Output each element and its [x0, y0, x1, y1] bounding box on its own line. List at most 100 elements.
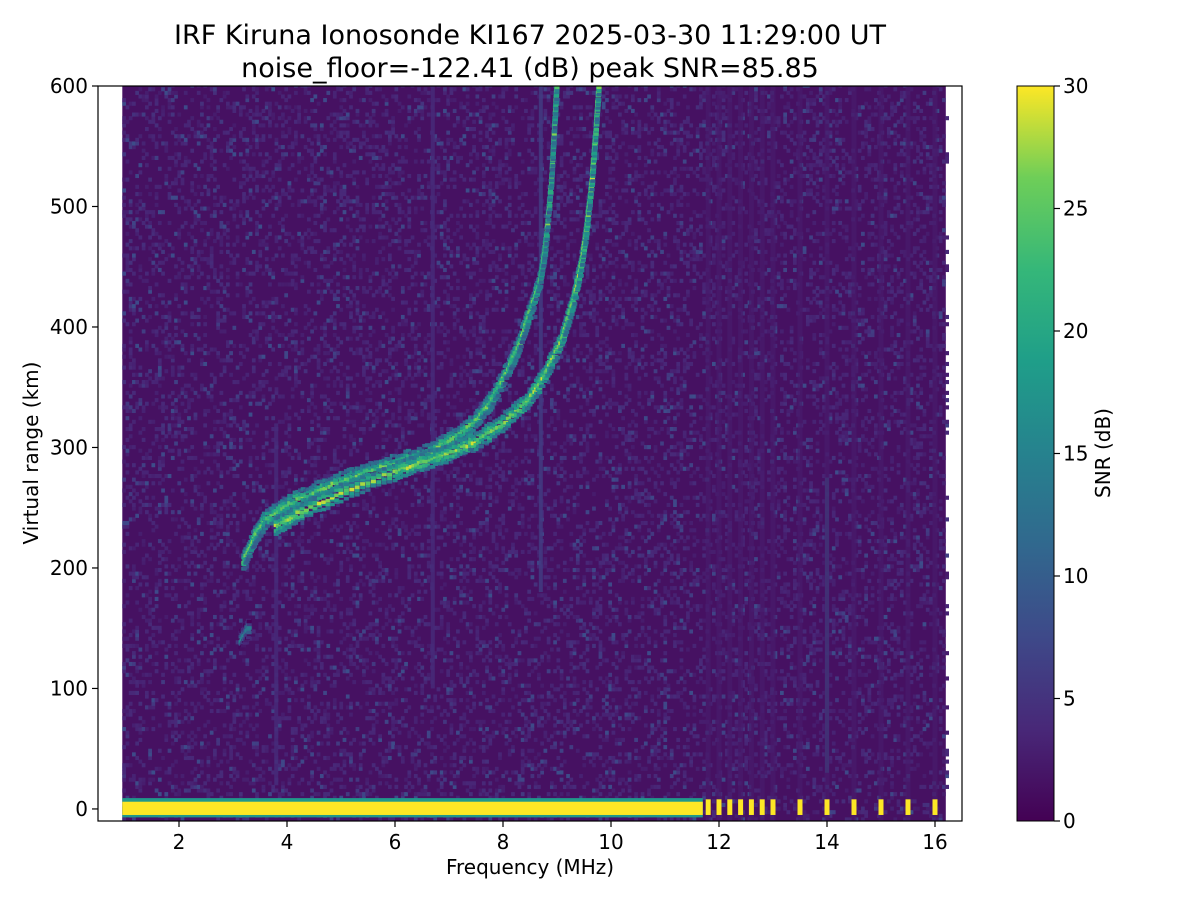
heatmap-cell	[407, 564, 412, 569]
heatmap-cell	[261, 658, 266, 663]
heatmap-cell	[251, 488, 256, 493]
heatmap-cell	[397, 401, 402, 406]
heatmap-cell	[413, 108, 418, 114]
heatmap-cell	[306, 781, 311, 786]
heatmap-cell	[177, 235, 182, 240]
heatmap-cell	[387, 636, 392, 641]
heatmap-cell	[151, 607, 156, 612]
heatmap-cell	[294, 307, 298, 312]
heatmap-cell	[426, 745, 431, 750]
heatmap-cell	[443, 763, 447, 768]
heatmap-cell	[436, 687, 441, 692]
heatmap-cell	[164, 405, 169, 410]
heatmap-cell	[264, 152, 269, 157]
heatmap-cell	[190, 745, 195, 750]
heatmap-cell	[420, 293, 425, 298]
heatmap-cell	[426, 159, 431, 164]
heatmap-cell	[362, 430, 366, 435]
heatmap-cell	[397, 166, 402, 171]
heatmap-cell	[297, 817, 301, 821]
heatmap-cell	[141, 94, 146, 99]
heatmap-cell	[355, 600, 360, 605]
heatmap-cell	[294, 347, 298, 352]
heatmap-cell	[345, 676, 350, 681]
heatmap-cell	[128, 426, 133, 432]
heatmap-cell	[203, 408, 208, 414]
heatmap-cell	[394, 423, 399, 428]
heatmap-cell	[381, 163, 386, 168]
heatmap-cell	[349, 647, 353, 652]
heatmap-cell	[287, 231, 292, 236]
heatmap-cell	[394, 275, 399, 280]
heatmap-cell	[426, 416, 431, 421]
heatmap-cell	[297, 119, 301, 124]
heatmap-cell	[306, 647, 311, 652]
heatmap-cell	[352, 445, 357, 450]
heatmap-cell	[174, 774, 178, 779]
heatmap-cell	[391, 365, 395, 370]
heatmap-cell	[141, 202, 146, 207]
heatmap-cell	[368, 633, 373, 638]
heatmap-cell	[387, 228, 392, 233]
heatmap-cell	[387, 336, 392, 341]
heatmap-cell	[375, 416, 379, 421]
heatmap-cell	[365, 506, 370, 511]
heatmap-cell	[225, 539, 230, 544]
heatmap-cell	[362, 130, 366, 135]
heatmap-cell	[232, 202, 237, 207]
heatmap-cell	[271, 314, 276, 320]
heatmap-cell	[180, 748, 185, 753]
heatmap-cell	[345, 575, 350, 580]
heatmap-cell	[378, 571, 382, 576]
heatmap-cell	[323, 795, 327, 800]
heatmap-cell	[284, 311, 289, 316]
heatmap-cell	[355, 792, 360, 797]
heatmap-cell	[391, 690, 395, 695]
heatmap-cell	[251, 777, 256, 782]
heatmap-cell	[255, 701, 259, 706]
heatmap-cell	[413, 730, 418, 735]
heatmap-cell	[439, 792, 444, 797]
heatmap-cell	[342, 130, 347, 135]
heatmap-cell	[294, 119, 298, 124]
heatmap-cell	[170, 358, 175, 363]
heatmap-cell	[284, 661, 289, 667]
heatmap-cell	[316, 445, 321, 450]
heatmap-cell	[132, 488, 136, 493]
heatmap-cell	[284, 470, 289, 475]
heatmap-cell	[132, 390, 136, 395]
heatmap-cell	[268, 86, 272, 88]
heatmap-cell	[128, 643, 133, 648]
heatmap-cell	[209, 398, 214, 403]
heatmap-cell	[148, 607, 152, 612]
heatmap-cell	[323, 792, 327, 797]
heatmap-cell	[349, 448, 353, 453]
heatmap-cell	[391, 181, 395, 186]
heatmap-cell	[271, 116, 276, 121]
heatmap-cell	[170, 784, 175, 789]
heatmap-cell	[164, 325, 169, 330]
heatmap-cell	[375, 618, 379, 623]
heatmap-cell	[413, 412, 418, 417]
heatmap-cell	[122, 549, 127, 555]
heatmap-cell	[378, 358, 382, 363]
heatmap-cell	[161, 210, 165, 215]
heatmap-cell	[128, 304, 133, 309]
heatmap-cell	[410, 633, 415, 638]
heatmap-cell	[122, 347, 127, 352]
heatmap-cell	[216, 466, 220, 471]
heatmap-cell	[378, 817, 382, 821]
heatmap-cell	[232, 108, 237, 114]
heatmap-cell	[306, 607, 311, 612]
heatmap-cell	[284, 231, 289, 236]
heatmap-cell	[368, 119, 373, 124]
heatmap-cell	[135, 665, 139, 670]
heatmap-cell	[371, 152, 376, 157]
heatmap-cell	[157, 405, 162, 410]
heatmap-cell	[216, 351, 220, 356]
heatmap-cell	[128, 246, 133, 251]
heatmap-cell	[387, 683, 392, 688]
heatmap-cell	[332, 455, 337, 461]
heatmap-cell	[128, 394, 133, 399]
heatmap-cell	[407, 217, 412, 222]
